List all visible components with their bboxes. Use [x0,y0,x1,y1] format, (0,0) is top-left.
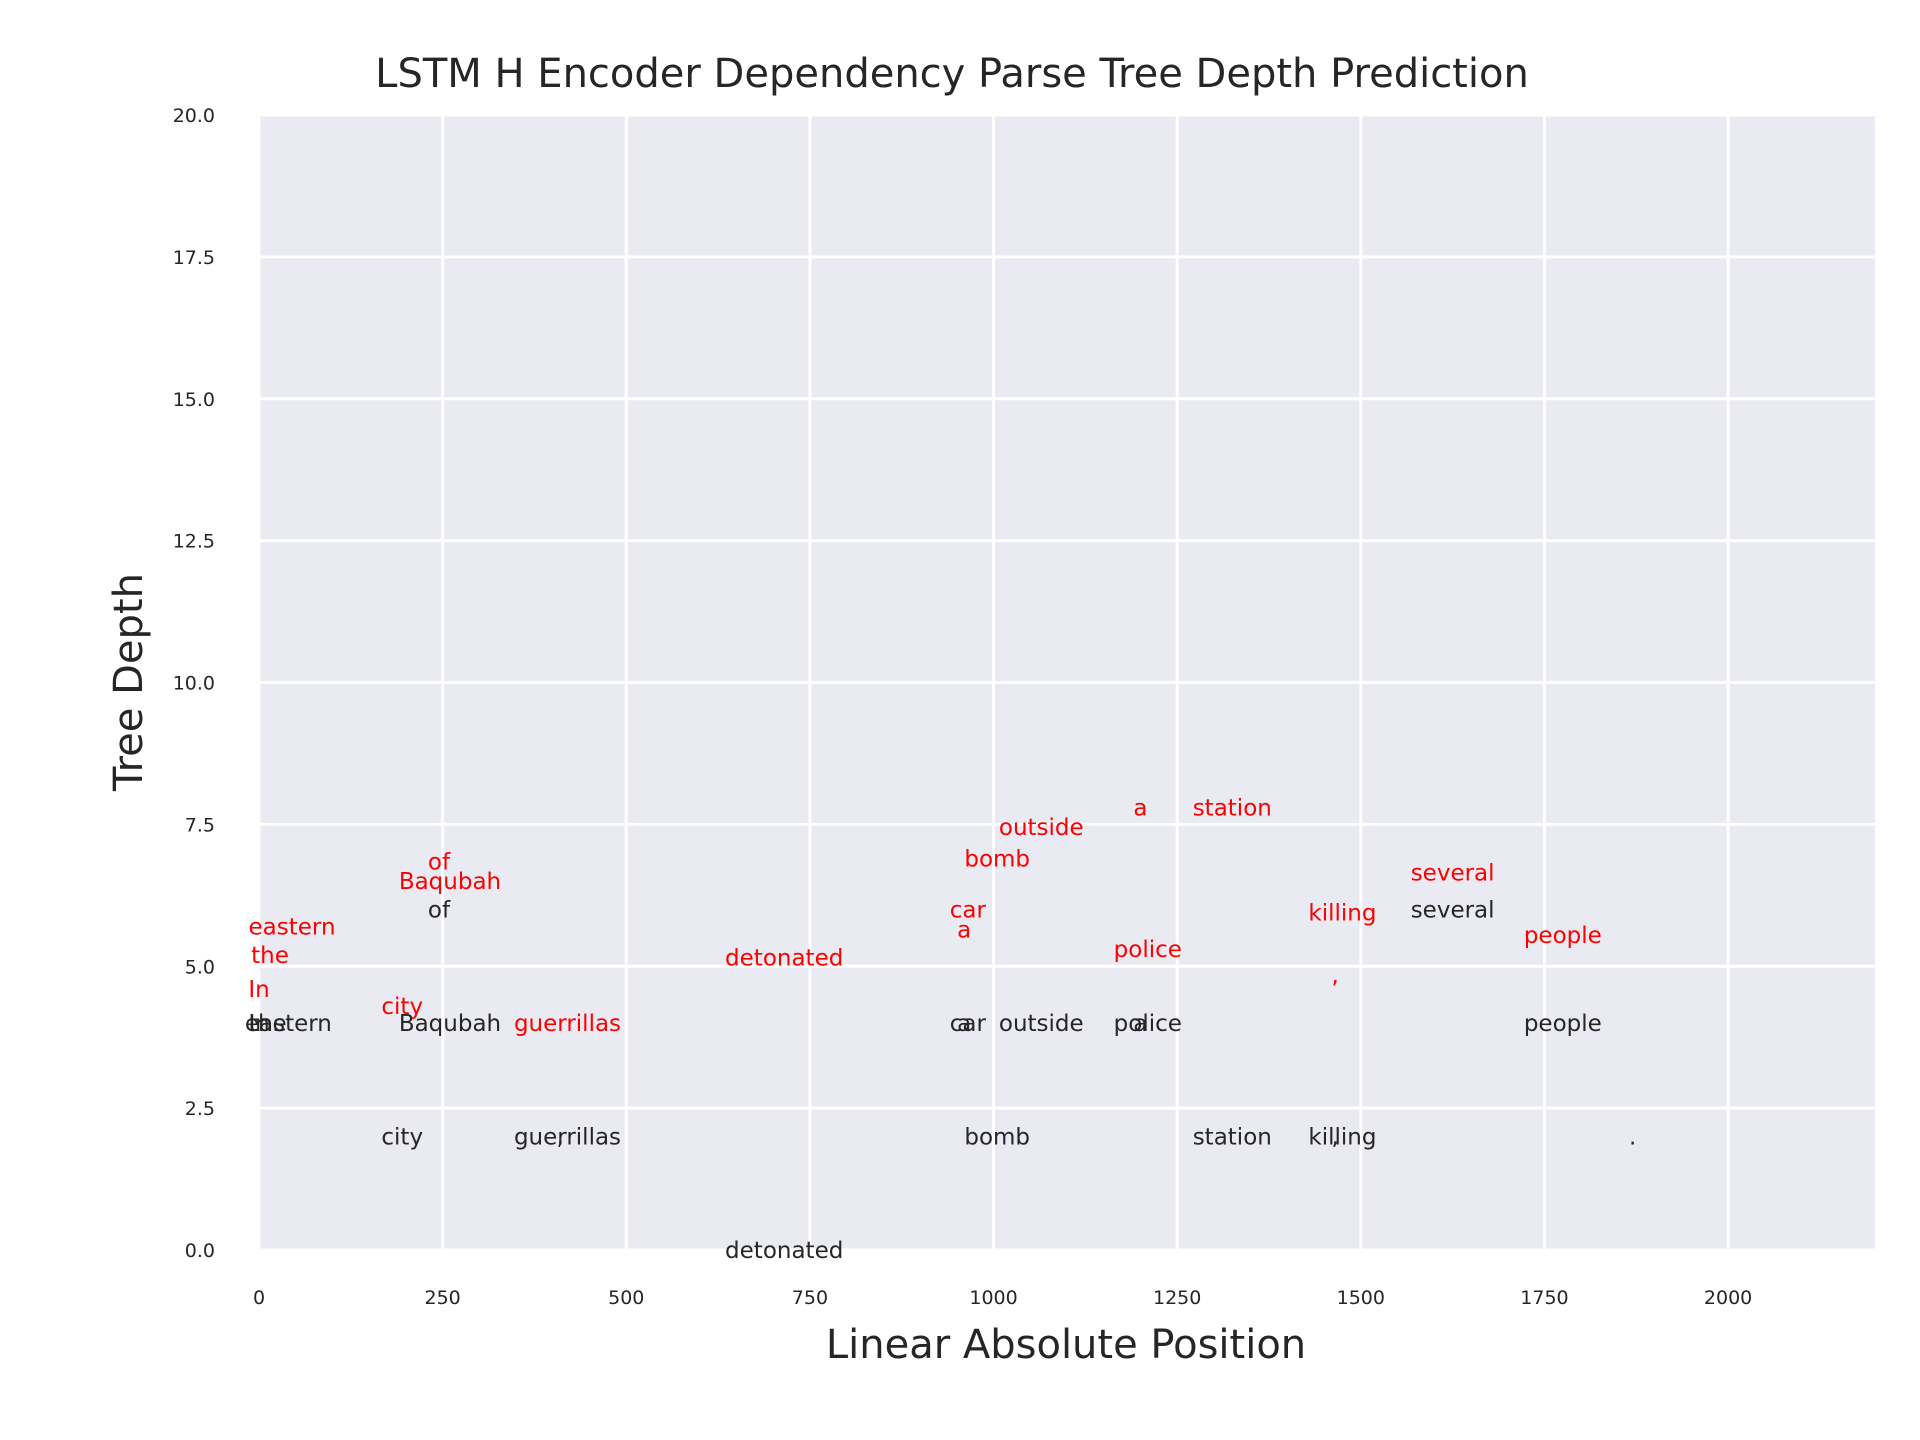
y-axis-label: Tree Depth [106,573,152,792]
x-tick-label: 2000 [1704,1287,1752,1309]
y-tick-label: 20.0 [173,105,215,127]
gold-word-point: several [1411,898,1495,924]
gold-word-point: people [1524,1011,1602,1037]
grid [257,113,1875,1252]
gold-word-point: car [950,1011,987,1037]
gold-word-point: , [1331,1125,1338,1151]
gold-word-point: a [957,1011,971,1037]
predicted-word-point: outside [999,815,1084,841]
y-tick-label: 10.0 [173,673,215,695]
gold-word-point: killing [1308,1125,1376,1151]
chart-title: LSTM H Encoder Dependency Parse Tree Dep… [375,51,1529,97]
y-tick-label: 7.5 [185,814,215,836]
predicted-word-point: a [1133,795,1147,821]
predicted-word-point: , [1331,963,1338,989]
gold-word-point: In [248,1011,269,1037]
gold-word-point: of [428,898,451,924]
gold-word-point: , [557,1125,564,1151]
predicted-word-point: Baqubah [399,869,501,895]
gold-word-point: . [1629,1125,1636,1151]
y-tick-label: 2.5 [185,1098,215,1120]
predicted-word-point: several [1411,861,1495,887]
x-tick-labels: 0 250 500 750 1000 1250 1500 1750 2000 [253,1287,1752,1309]
predicted-word-point: killing [1308,900,1376,926]
gold-word-point: the [249,1011,287,1037]
gold-word-point: guerrillas [514,1125,621,1151]
gold-word-point: Baqubah [399,1011,501,1037]
x-axis-label: Linear Absolute Position [826,1322,1306,1368]
gold-word-point: police [1114,1011,1182,1037]
gold-word-point: a [1133,1011,1147,1037]
data-points: IntheeasterncityofBaqubah,guerrillasdeto… [245,795,1636,1264]
predicted-word-point: city [381,994,423,1020]
x-tick-label: 1250 [1153,1287,1201,1309]
gold-word-point: detonated [725,1238,843,1264]
predicted-word-point: police [1114,937,1182,963]
gold-word-point: city [381,1125,423,1151]
gold-word-point: eastern [245,1011,332,1037]
gold-word-point: bomb [964,1125,1030,1151]
y-tick-label: 17.5 [173,247,215,269]
x-tick-label: 1000 [969,1287,1017,1309]
x-tick-label: 1500 [1337,1287,1385,1309]
y-tick-label: 5.0 [185,956,215,978]
predicted-word-point: car [950,898,987,924]
y-tick-label: 15.0 [173,389,215,411]
y-tick-label: 12.5 [173,531,215,553]
predicted-word-point: the [251,943,289,969]
gold-word-point: outside [999,1011,1084,1037]
predicted-word-point: of [428,849,451,875]
predicted-word-point: station [1193,795,1272,821]
x-tick-label: 500 [608,1287,644,1309]
x-tick-label: 750 [792,1287,828,1309]
x-tick-label: 0 [253,1287,265,1309]
predicted-word-point: detonated [725,946,843,972]
predicted-word-point: a [957,917,971,943]
x-tick-label: 250 [425,1287,461,1309]
predicted-word-point: people [1524,923,1602,949]
gold-word-point: station [1193,1125,1272,1151]
x-tick-label: 1750 [1520,1287,1568,1309]
y-tick-label: 0.0 [185,1240,215,1262]
predicted-word-point: eastern [249,915,336,941]
y-tick-labels: 0.0 2.5 5.0 7.5 10.0 12.5 15.0 17.5 20.0 [173,105,215,1262]
predicted-word-point: In [248,977,269,1003]
predicted-word-point: guerrillas [514,1011,621,1037]
predicted-word-point: bomb [964,846,1030,872]
